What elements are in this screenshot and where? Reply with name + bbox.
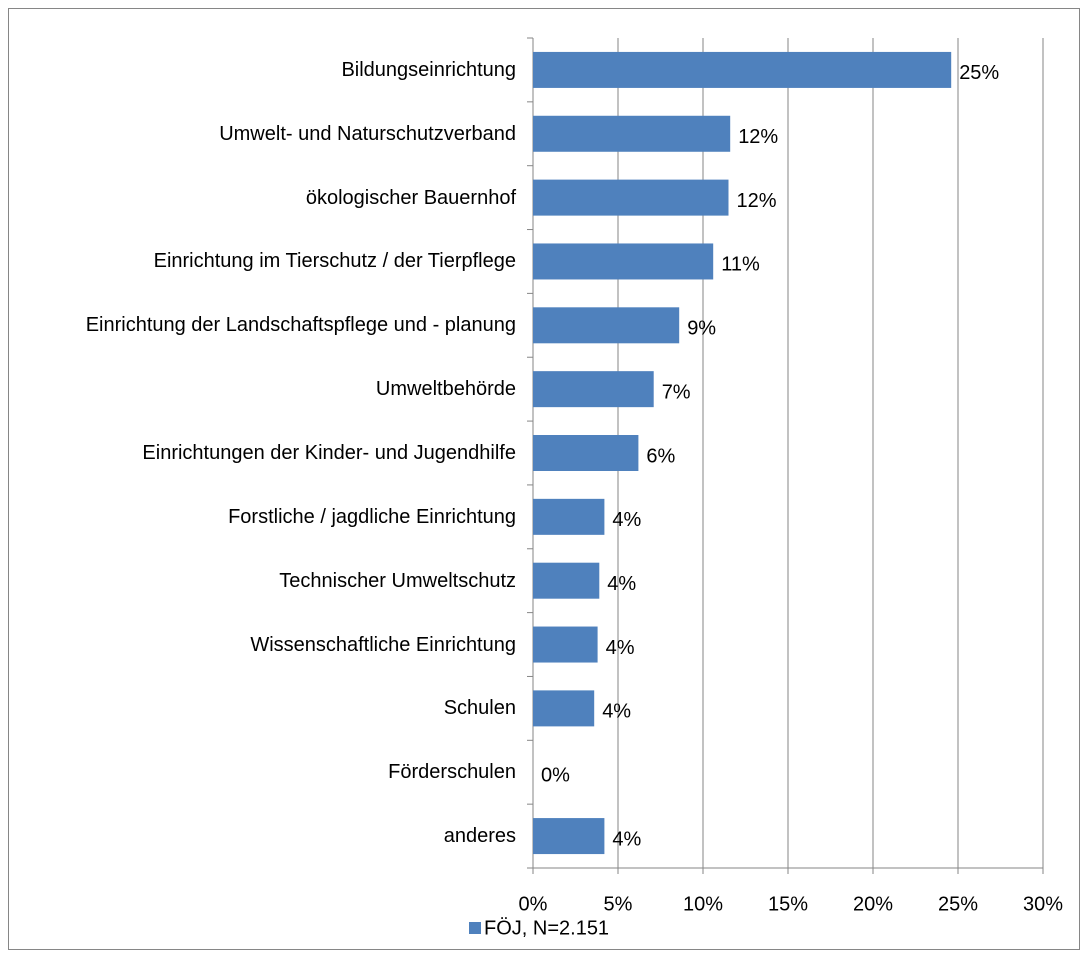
bar: [533, 115, 731, 152]
data-label: 25%: [959, 62, 999, 84]
data-label: 4%: [612, 509, 641, 531]
bar: [533, 435, 639, 471]
x-tick-label: 15%: [768, 893, 808, 915]
data-label: 4%: [607, 573, 636, 595]
x-tick-label: 25%: [938, 893, 978, 915]
y-tick-label: Umweltbehörde: [375, 378, 516, 401]
bar: [533, 243, 714, 280]
y-tick-label: Wissenschaftliche Einrichtung: [250, 633, 516, 656]
y-tick-label: Technischer Umweltschutz: [279, 569, 516, 592]
x-tick-label: 5%: [604, 893, 633, 915]
bar: [533, 690, 595, 727]
y-tick-label: Förderschulen: [388, 761, 516, 784]
y-tick-label: Schulen: [443, 697, 516, 720]
data-label: 0%: [541, 765, 570, 787]
chart-border: [8, 8, 1080, 950]
legend-swatch: [469, 922, 481, 934]
data-label: 6%: [646, 445, 675, 467]
bar: [533, 51, 952, 88]
y-tick-label: Forstliche / jagdliche Einrichtung: [228, 505, 516, 528]
data-label: 4%: [602, 701, 631, 723]
y-tick-label: Einrichtung im Tierschutz / der Tierpfle…: [153, 250, 516, 273]
x-tick-label: 0%: [519, 893, 548, 915]
data-label: 4%: [606, 637, 635, 659]
y-tick-label: Bildungseinrichtung: [341, 58, 516, 81]
bar: [533, 626, 598, 663]
x-tick-label: 10%: [683, 893, 723, 915]
x-tick-label: 20%: [853, 893, 893, 915]
data-label: 4%: [612, 828, 641, 850]
legend-label: FÖJ, N=2.151: [484, 917, 609, 939]
bar: [533, 179, 729, 216]
y-tick-label: Umwelt- und Naturschutzverband: [219, 122, 516, 145]
y-tick-label: Einrichtungen der Kinder- und Jugendhilf…: [142, 442, 516, 464]
y-tick-label: ökologischer Bauernhof: [305, 186, 516, 209]
bar: [533, 818, 605, 855]
y-tick-label: Einrichtung der Landschaftspflege und - …: [85, 314, 516, 337]
bar: [533, 307, 680, 344]
y-tick-label: anderes: [443, 825, 516, 848]
bar: [533, 371, 654, 408]
data-label: 11%: [721, 254, 760, 276]
data-label: 12%: [738, 126, 778, 148]
data-label: 7%: [662, 381, 691, 403]
data-label: 12%: [737, 190, 777, 212]
x-tick-label: 30%: [1023, 893, 1063, 915]
data-label: 9%: [687, 318, 716, 340]
bar: [533, 498, 605, 535]
bar: [533, 562, 600, 599]
